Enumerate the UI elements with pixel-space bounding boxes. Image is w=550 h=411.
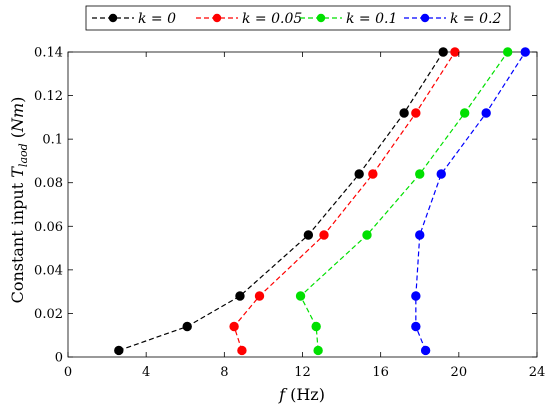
series-line [415,51,526,351]
data-point [313,345,323,356]
y-tick-label: 0.08 [34,176,63,191]
data-point [235,291,245,301]
series-3 [411,47,530,356]
data-point [229,321,239,332]
data-point [420,345,431,356]
series-line [299,51,509,351]
data-point [319,230,329,240]
y-axis-title: Constant input Tlaod (Nm) [8,97,30,304]
data-point [415,169,425,179]
data-point [182,321,192,332]
series-line [118,51,444,352]
y-tick-label: 0.06 [34,220,63,235]
y-tick-label: 0.14 [34,46,63,61]
data-point [502,47,513,57]
series-0 [114,47,448,356]
series-1 [229,47,460,356]
legend-label: k = 0 [138,11,176,27]
plot-area [67,47,538,358]
y-axis: 0 0.02 0.04 0.06 0.08 0.1 0.12 0.14 [34,46,537,366]
data-point [520,47,530,57]
x-tick-label: 16 [372,365,389,380]
x-tick-label: 20 [451,365,468,380]
plot-frame [67,51,538,358]
data-point [303,230,314,240]
x-tick-label: 24 [529,365,546,380]
x-axis-title: f (Hz) [278,385,325,404]
data-point [459,108,470,118]
data-point [237,345,247,356]
legend-marker [316,13,326,23]
x-tick-label: 12 [294,365,311,380]
y-tick-label: 0.04 [34,263,63,278]
legend-label: k = 0.05 [242,11,302,27]
data-point [436,169,446,179]
data-point [411,108,421,118]
data-point [438,47,448,57]
x-axis: 0 4 8 12 16 20 24 [64,52,545,380]
legend-label: k = 0.1 [346,11,397,27]
data-point [481,108,491,118]
legend-marker [108,13,118,23]
data-point [254,291,265,301]
x-tick-label: 8 [220,365,228,380]
x-tick-label: 0 [64,365,72,380]
x-tick-label: 4 [142,365,150,380]
series-2 [295,47,513,356]
legend-marker [212,13,222,23]
data-point [411,321,421,332]
data-point [114,345,124,356]
y-tick-label: 0 [55,351,63,366]
data-point [295,291,306,301]
series-line [233,51,456,351]
legend-label: k = 0.2 [450,11,501,27]
legend: k = 0 k = 0.05 k = 0.1 k = 0.2 [85,5,511,31]
y-tick-label: 0.02 [34,307,63,322]
data-point [415,230,425,240]
legend-marker [420,13,430,23]
data-point [311,321,321,332]
data-point [450,47,460,57]
y-tick-label: 0.12 [34,89,63,104]
data-point [362,230,372,240]
data-point [411,291,421,301]
data-point [368,169,378,179]
y-tick-label: 0.1 [42,133,63,148]
data-point [354,169,364,179]
data-point [399,108,409,118]
